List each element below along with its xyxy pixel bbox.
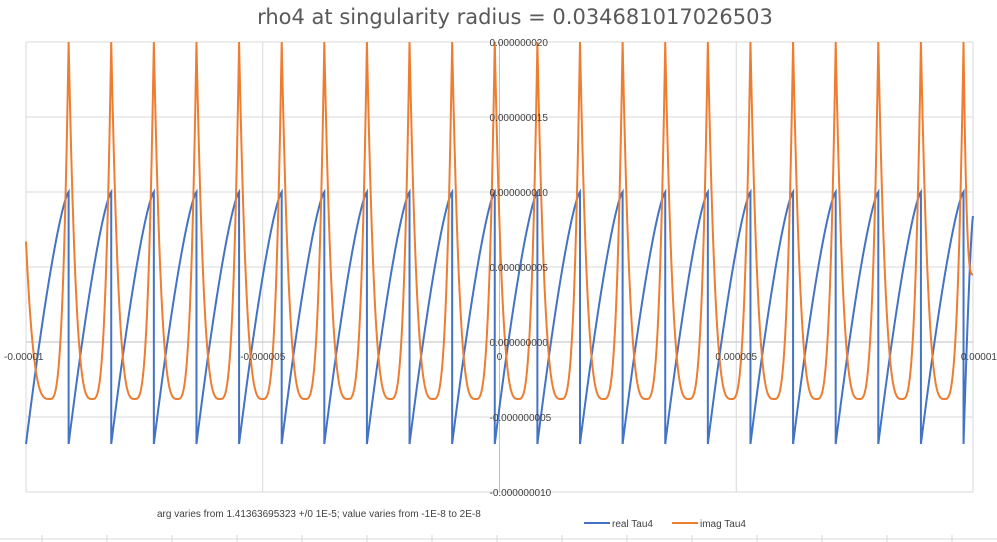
tick-labels: -0.000000010 -0.000000005 0.000000000 0.000… <box>4 38 997 499</box>
chart-title: rho4 at singularity radius = 0.034681017… <box>257 5 773 29</box>
plot-series <box>25 41 974 445</box>
x-tick-label: -0.000005 <box>240 352 285 363</box>
x-tick-label: -0.00001 <box>4 352 44 363</box>
y-tick-label: 0.000000000 <box>490 338 549 349</box>
x-tick-label: 0.000005 <box>715 352 757 363</box>
y-tick-label: 0.000000020 <box>490 38 549 49</box>
y-tick-label: 0.000000015 <box>490 113 549 124</box>
y-tick-label: -0.000000005 <box>490 413 552 424</box>
series-line-real-tau4 <box>25 188 974 445</box>
x-tick-label: 0.00001 <box>961 352 997 363</box>
y-tick-label: -0.000000010 <box>490 488 552 499</box>
legend-label-real-tau4: real Tau4 <box>612 519 653 530</box>
chart-note: arg varies from 1.41363695323 +/0 1E-5; … <box>157 509 481 520</box>
x-tick-label: 0 <box>497 352 503 363</box>
bottom-tick-marks <box>0 535 997 542</box>
legend-label-imag-tau4: imag Tau4 <box>700 519 746 530</box>
y-tick-label: 0.000000010 <box>490 188 549 199</box>
series-line-imag-tau4 <box>25 41 973 400</box>
grid <box>25 41 974 493</box>
legend: real Tau4 imag Tau4 <box>584 519 746 530</box>
y-tick-label: 0.000000005 <box>490 263 549 274</box>
